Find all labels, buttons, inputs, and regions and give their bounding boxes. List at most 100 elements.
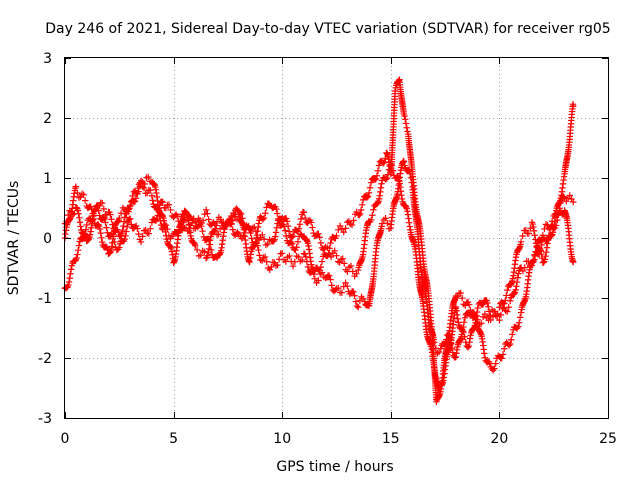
data-point: [116, 244, 123, 251]
data-point: [356, 210, 364, 217]
data-point: [515, 270, 522, 277]
data-point: [374, 167, 382, 174]
data-point: [387, 158, 394, 166]
data-point: [375, 162, 383, 169]
data-point: [544, 236, 551, 244]
data-point: [270, 237, 277, 245]
data-point: [557, 199, 564, 207]
data-point: [282, 258, 290, 265]
data-point: [301, 250, 309, 258]
data-point: [358, 201, 366, 208]
data-point: [240, 220, 247, 228]
data-point: [513, 278, 521, 286]
data-point: [379, 159, 387, 167]
data-point: [537, 247, 544, 254]
y-tick-label: -1: [38, 291, 52, 307]
data-point: [347, 262, 355, 270]
data-point: [481, 310, 489, 318]
data-point: [95, 221, 102, 228]
data-point: [65, 281, 72, 289]
data-point: [72, 183, 80, 190]
series-track-c: [61, 158, 577, 394]
data-point: [498, 354, 506, 362]
data-point: [486, 312, 494, 320]
data-point: [272, 233, 279, 240]
data-point: [504, 286, 511, 294]
data-point: [561, 194, 568, 201]
data-point: [355, 304, 362, 311]
data-point: [274, 210, 281, 217]
data-point: [342, 225, 349, 232]
data-point: [205, 249, 212, 256]
data-point: [199, 217, 207, 224]
x-tick-label: 15: [382, 431, 400, 447]
data-point: [470, 309, 478, 316]
y-tick-label: -3: [38, 411, 52, 427]
data-point: [479, 301, 487, 308]
data-point: [164, 226, 171, 233]
data-point: [485, 308, 493, 315]
data-point: [356, 212, 363, 219]
data-point: [529, 220, 536, 228]
data-point: [543, 244, 551, 251]
data-point: [382, 215, 389, 222]
data-point: [125, 206, 133, 213]
x-tick-labels: 0 5 10 15 20 25: [61, 431, 617, 447]
data-point: [538, 241, 545, 249]
data-point: [73, 254, 80, 262]
data-point: [268, 263, 275, 271]
chart-title: Day 246 of 2021, Sidereal Day-to-day VTE…: [45, 21, 610, 37]
data-point: [570, 198, 577, 206]
y-tick-label: 0: [43, 231, 52, 247]
y-axis-label: SDTVAR / TECUs: [6, 181, 22, 296]
data-point: [211, 220, 218, 228]
data-point: [80, 191, 87, 198]
data-point: [566, 192, 573, 199]
data-point: [521, 264, 528, 271]
data-point: [256, 252, 263, 259]
data-point: [121, 214, 128, 221]
data-point: [205, 216, 212, 223]
data-point: [507, 340, 514, 348]
data-point: [511, 290, 518, 297]
data-point: [137, 238, 145, 246]
data-point: [345, 217, 353, 225]
data-point: [333, 232, 340, 239]
data-point: [382, 176, 390, 183]
data-point: [339, 255, 346, 262]
data-point: [326, 272, 333, 280]
data-point: [204, 252, 211, 259]
data-point: [292, 246, 299, 254]
data-point: [301, 214, 309, 222]
data-point: [223, 222, 230, 230]
data-point: [119, 226, 126, 234]
data-point: [507, 297, 514, 305]
data-point: [512, 286, 519, 294]
data-point: [251, 223, 258, 231]
data-point: [271, 236, 278, 243]
data-point: [372, 175, 380, 183]
data-point: [546, 226, 554, 233]
data-point: [116, 214, 123, 222]
data-point: [115, 228, 122, 236]
data-point: [368, 216, 375, 224]
data-point: [406, 170, 414, 177]
data-point: [311, 275, 318, 282]
data-point: [389, 167, 397, 174]
data-point: [525, 258, 532, 265]
data-point: [155, 208, 163, 216]
data-point: [154, 205, 162, 213]
data-point: [309, 224, 316, 231]
data-point: [515, 319, 523, 326]
data-point: [289, 232, 297, 240]
data-point: [514, 274, 521, 281]
data-point: [228, 220, 235, 227]
data-point: [357, 206, 365, 214]
data-point: [318, 258, 326, 265]
data-point: [366, 184, 374, 191]
data-point: [74, 251, 81, 258]
data-point: [350, 217, 357, 224]
y-tick-label: -2: [38, 351, 52, 367]
data-point: [123, 223, 131, 231]
data-point: [348, 221, 356, 229]
